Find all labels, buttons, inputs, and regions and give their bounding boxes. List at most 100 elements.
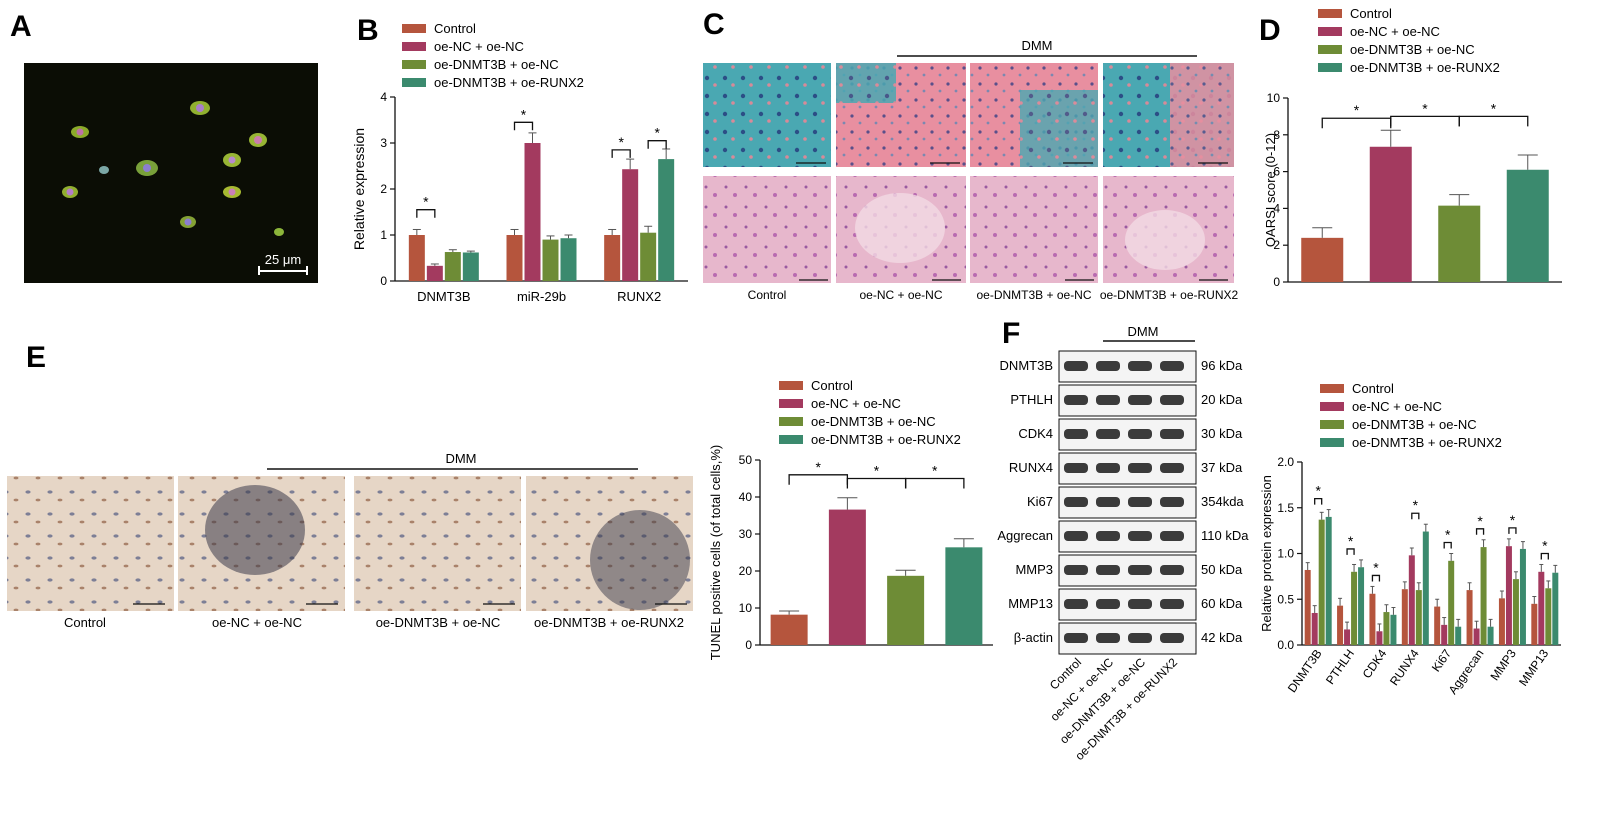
y-tick-label: 3 xyxy=(380,136,387,150)
panel-c-col-dnmt: oe-DNMT3B + oe-NC xyxy=(976,288,1091,302)
significance-bracket xyxy=(788,474,849,485)
bar xyxy=(1434,606,1441,645)
bar xyxy=(408,235,425,281)
bar xyxy=(1376,631,1383,645)
legend-label: oe-NC + oe-NC xyxy=(811,396,901,411)
blot-band xyxy=(1096,429,1120,439)
panel-letter-a: A xyxy=(10,10,32,43)
bar xyxy=(1448,560,1455,645)
panel-f-dmm-label: DMM xyxy=(1127,324,1158,339)
significance-mark: * xyxy=(423,194,429,210)
legend-label: oe-DNMT3B + oe-RUNX2 xyxy=(434,75,584,90)
significance-bracket xyxy=(1371,574,1381,582)
significance-mark: * xyxy=(1510,512,1516,528)
blot-band xyxy=(1064,395,1088,405)
bar xyxy=(1466,590,1473,645)
significance-mark: * xyxy=(1315,483,1321,499)
blot-band xyxy=(1096,531,1120,541)
panel-e-dmm-label: DMM xyxy=(445,451,476,466)
legend-swatch xyxy=(1320,420,1344,429)
bar xyxy=(658,159,675,281)
blot-band xyxy=(1064,361,1088,371)
x-tick-label: DNMT3B xyxy=(417,289,470,304)
legend-label: oe-DNMT3B + oe-RUNX2 xyxy=(1350,60,1500,75)
panel-c-col-control: Control xyxy=(748,288,787,302)
significance-mark: * xyxy=(816,459,822,475)
legend-label: oe-DNMT3B + oe-NC xyxy=(811,414,936,429)
y-axis-title: Relative expression xyxy=(351,128,367,250)
significance-mark: * xyxy=(1422,100,1428,116)
blot-band xyxy=(1128,531,1152,541)
significance-mark: * xyxy=(1373,559,1379,575)
blot-size-label: 30 kDa xyxy=(1201,426,1243,441)
panel-letter-c: C xyxy=(703,8,725,41)
blot-band xyxy=(1160,395,1184,405)
blot-band xyxy=(1128,429,1152,439)
y-tick-label: 10 xyxy=(1267,91,1281,105)
bar xyxy=(1422,531,1429,645)
significance-mark: * xyxy=(618,134,624,150)
significance-bracket xyxy=(1314,497,1323,505)
bar xyxy=(887,575,925,645)
blot-protein-label: PTHLH xyxy=(1010,392,1053,407)
blot-band xyxy=(1128,463,1152,473)
blot-band xyxy=(1096,565,1120,575)
y-tick-label: 4 xyxy=(1273,201,1280,215)
y-tick-label: 1 xyxy=(380,228,387,242)
y-tick-label: 30 xyxy=(739,527,753,541)
legend-swatch xyxy=(1318,45,1342,54)
significance-bracket xyxy=(846,477,907,489)
significance-bracket xyxy=(1321,117,1392,129)
x-tick-label: miR-29b xyxy=(517,289,566,304)
chart-b-relative-expression: 0 1 2 3 4 Relative expression DNMT3B miR-29b RUN… xyxy=(351,21,688,304)
legend-swatch xyxy=(779,381,803,390)
bar xyxy=(770,614,808,645)
bar xyxy=(1473,628,1480,645)
panel-c-dmm-label: DMM xyxy=(1021,38,1052,53)
bar xyxy=(1311,612,1318,645)
blot-size-label: 354kda xyxy=(1201,494,1244,509)
bar xyxy=(1441,624,1448,645)
bar xyxy=(622,169,639,281)
blot-band xyxy=(1064,565,1088,575)
significance-mark: * xyxy=(1445,527,1451,543)
bar xyxy=(1337,605,1344,645)
x-tick-label: RUNX2 xyxy=(617,289,661,304)
bar xyxy=(1358,567,1365,645)
blot-band xyxy=(1128,395,1152,405)
significance-bracket xyxy=(513,121,534,131)
blot-size-label: 110 kDa xyxy=(1201,528,1249,543)
significance-bracket xyxy=(1443,541,1452,549)
legend-swatch xyxy=(1320,438,1344,447)
bar xyxy=(1325,516,1332,645)
blot-band xyxy=(1128,599,1152,609)
y-tick-label: 2.0 xyxy=(1277,455,1294,469)
y-tick-label: 6 xyxy=(1273,165,1280,179)
bar xyxy=(506,235,523,281)
bar xyxy=(1498,598,1505,645)
bar xyxy=(1512,579,1519,645)
blot-band xyxy=(1128,633,1152,643)
blot-protein-label: Aggrecan xyxy=(997,528,1053,543)
blot-band xyxy=(1160,463,1184,473)
y-tick-label: 2 xyxy=(1273,238,1280,252)
significance-mark: * xyxy=(1348,533,1354,549)
panel-e-col-runx: oe-DNMT3B + oe-RUNX2 xyxy=(534,615,684,630)
y-axis-title: TUNEL positive cells (of total cells,%) xyxy=(708,445,723,661)
bar xyxy=(1344,629,1351,645)
bar xyxy=(945,547,983,645)
bar xyxy=(426,265,443,281)
x-tick-label: PTHLH xyxy=(1323,647,1357,687)
significance-bracket xyxy=(1508,527,1517,534)
legend-label: Control xyxy=(1352,381,1394,396)
significance-mark: * xyxy=(1354,102,1360,118)
bar xyxy=(1301,237,1344,282)
bar xyxy=(1408,555,1415,645)
panel-letter-d: D xyxy=(1259,14,1281,47)
chart-e-tunel: 0 10 20 30 40 50 TUNEL positive cells (of tota… xyxy=(708,378,993,660)
bar xyxy=(1415,590,1422,645)
x-tick-label: MMP13 xyxy=(1516,646,1551,688)
y-tick-label: 1.5 xyxy=(1277,501,1294,515)
significance-bracket xyxy=(1458,115,1529,127)
